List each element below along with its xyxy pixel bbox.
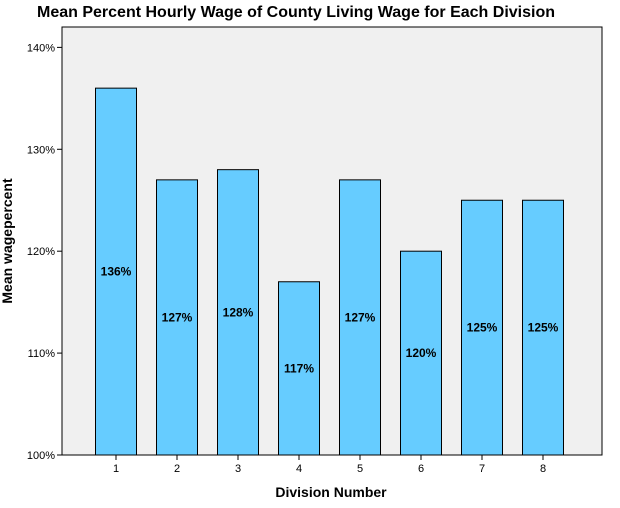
data-label-2: 127% bbox=[162, 310, 193, 324]
chart-title: Mean Percent Hourly Wage of County Livin… bbox=[37, 4, 555, 21]
data-label-6: 120% bbox=[406, 346, 437, 360]
x-tick-label: 6 bbox=[418, 463, 424, 475]
y-tick-label: 120% bbox=[27, 246, 55, 258]
x-tick-label: 8 bbox=[540, 463, 546, 475]
bar-4 bbox=[278, 281, 320, 456]
bar-8 bbox=[522, 199, 564, 456]
x-tick-label: 3 bbox=[235, 463, 241, 475]
bar-1 bbox=[95, 87, 137, 456]
bar-5 bbox=[339, 179, 381, 456]
data-labels: 136% 127% 128% 117% 127% 120% 125% 125% bbox=[101, 265, 559, 376]
bar-2 bbox=[156, 179, 198, 456]
x-axis-label: Division Number bbox=[275, 484, 387, 500]
x-tick-label: 7 bbox=[479, 463, 485, 475]
y-axis: 100% 110% 120% 130% 140% bbox=[27, 42, 62, 462]
data-label-3: 128% bbox=[223, 305, 254, 319]
data-label-8: 125% bbox=[528, 321, 559, 335]
x-tick-label: 5 bbox=[357, 463, 363, 475]
y-tick-label: 140% bbox=[27, 42, 55, 54]
bar-7 bbox=[461, 199, 503, 456]
data-label-1: 136% bbox=[101, 265, 132, 279]
y-tick-label: 110% bbox=[28, 348, 56, 360]
x-tick-label: 2 bbox=[174, 463, 180, 475]
data-label-5: 127% bbox=[345, 310, 376, 324]
y-axis-label: Mean wagepercent bbox=[0, 178, 15, 304]
data-label-4: 117% bbox=[284, 361, 314, 375]
bars bbox=[95, 87, 564, 456]
bar-3 bbox=[217, 169, 259, 456]
x-tick-label: 4 bbox=[296, 463, 302, 475]
x-axis: 1 2 3 4 5 6 7 8 bbox=[113, 455, 546, 475]
plot-area bbox=[61, 26, 603, 456]
y-tick-label: 130% bbox=[27, 144, 55, 156]
bar-6 bbox=[400, 250, 442, 456]
x-tick-label: 1 bbox=[113, 463, 119, 475]
data-label-7: 125% bbox=[467, 321, 498, 335]
y-tick-label: 100% bbox=[27, 450, 55, 462]
